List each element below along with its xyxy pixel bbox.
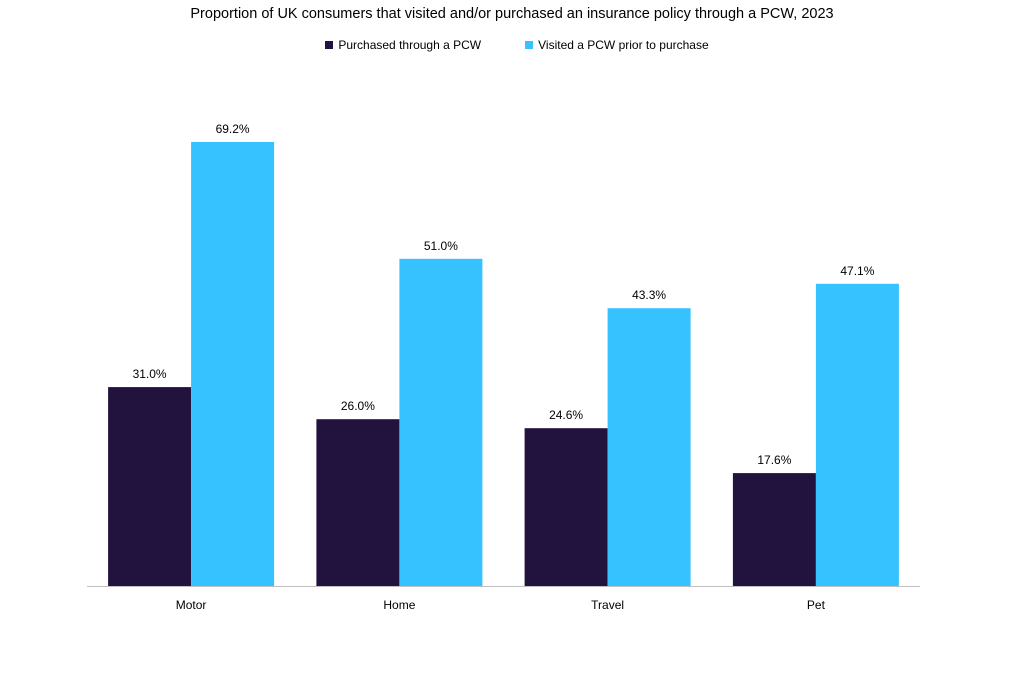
legend-swatch-visited xyxy=(525,41,534,49)
legend-item-purchased: Purchased through a PCW xyxy=(325,38,481,52)
bar-purchased-motor xyxy=(108,387,192,586)
bar-visited-pet xyxy=(815,283,899,586)
data-label-purchased-motor: 31.0% xyxy=(133,367,167,381)
data-label-purchased-travel: 24.6% xyxy=(549,408,583,422)
x-tick-label-pet: Pet xyxy=(807,598,826,612)
data-label-visited-motor: 69.2% xyxy=(216,122,250,136)
bar-purchased-pet xyxy=(732,473,816,586)
data-label-visited-travel: 43.3% xyxy=(632,288,666,302)
bar-visited-home xyxy=(399,258,483,586)
bar-visited-travel xyxy=(607,308,691,586)
legend-label-purchased: Purchased through a PCW xyxy=(338,38,482,52)
x-tick-label-travel: Travel xyxy=(591,598,624,612)
chart-title: Proportion of UK consumers that visited … xyxy=(190,6,834,22)
data-label-purchased-pet: 17.6% xyxy=(757,453,791,467)
legend-item-visited: Visited a PCW prior to purchase xyxy=(525,38,709,52)
legend-swatch-purchased xyxy=(325,41,334,49)
chart-legend: Purchased through a PCW Visited a PCW pr… xyxy=(0,38,1024,52)
bar-purchased-home xyxy=(316,419,400,586)
x-tick-label-home: Home xyxy=(383,598,415,612)
data-label-purchased-home: 26.0% xyxy=(341,399,375,413)
legend-label-visited: Visited a PCW prior to purchase xyxy=(538,38,709,52)
data-label-visited-pet: 47.1% xyxy=(840,264,874,278)
bar-visited-motor xyxy=(191,142,275,586)
data-label-visited-home: 51.0% xyxy=(424,239,458,253)
x-tick-label-motor: Motor xyxy=(176,598,207,612)
bar-purchased-travel xyxy=(524,428,608,586)
